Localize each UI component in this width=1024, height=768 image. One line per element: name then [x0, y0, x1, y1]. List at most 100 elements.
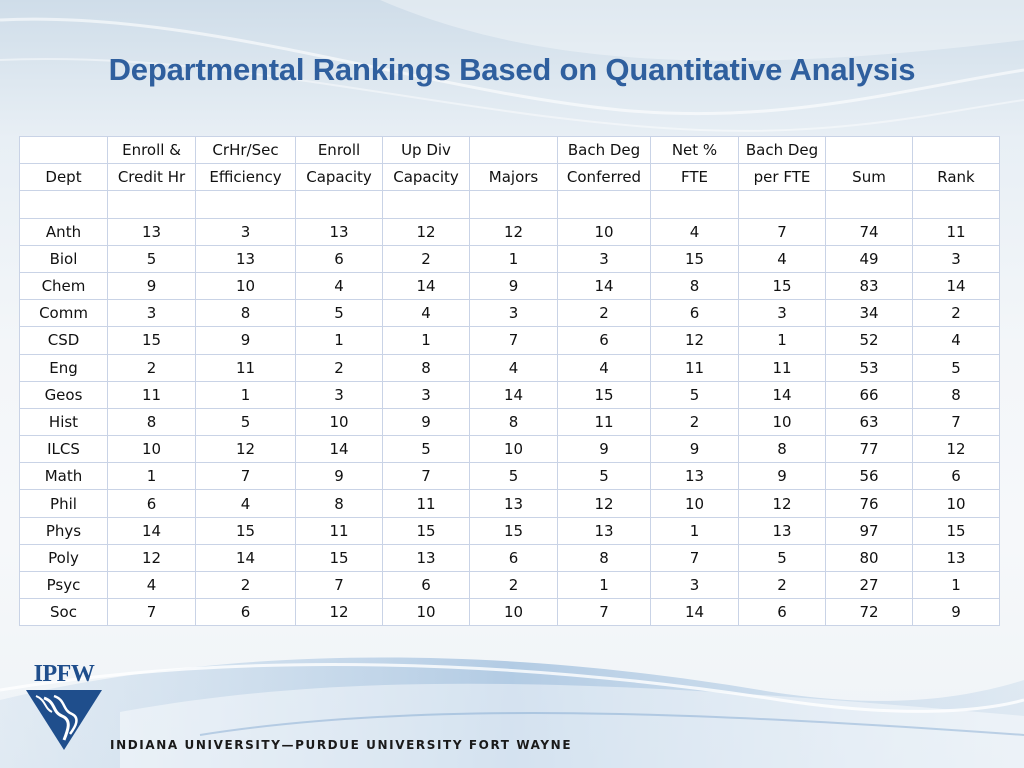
rank-value-cell: 4: [195, 489, 296, 518]
rank-value-cell: 74: [825, 217, 913, 246]
rank-value-cell: 4: [650, 217, 739, 246]
dept-name-cell: Biol: [19, 244, 108, 273]
rank-value-cell: 4: [738, 244, 826, 273]
header-cell: Conferred: [557, 163, 651, 192]
rank-value-cell: 1: [469, 244, 558, 273]
rank-value-cell: 5: [469, 462, 558, 491]
header-cell: Bach Deg: [738, 135, 826, 165]
rank-value-cell: 49: [825, 244, 913, 273]
rank-value-cell: 7: [912, 407, 1000, 437]
header-cell: [19, 135, 108, 165]
rank-value-cell: 3: [738, 299, 826, 328]
rank-value-cell: 1: [107, 462, 196, 491]
rank-value-cell: 6: [382, 570, 470, 600]
rank-value-cell: 14: [469, 380, 558, 409]
rank-value-cell: 13: [382, 543, 470, 573]
table-row: Phil 6 4 8 11 13 12 10 12 76 10: [19, 489, 1000, 518]
rank-value-cell: 15: [107, 326, 196, 355]
header-row-1: Enroll & CrHr/Sec Enroll Up Div Bach Deg…: [19, 135, 1000, 165]
rank-value-cell: 13: [469, 489, 558, 518]
rank-value-cell: 10: [557, 217, 651, 246]
rank-value-cell: 8: [107, 407, 196, 437]
rank-value-cell: 14: [295, 435, 383, 464]
header-cell: [825, 135, 913, 165]
rank-value-cell: 7: [382, 462, 470, 491]
rank-value-cell: 11: [738, 353, 826, 382]
header-cell: [469, 135, 558, 165]
rank-value-cell: 11: [295, 516, 383, 545]
empty-cell: [557, 190, 651, 219]
dept-name-cell: Hist: [19, 407, 108, 437]
rank-value-cell: 4: [912, 326, 1000, 355]
rank-value-cell: 11: [912, 217, 1000, 246]
rank-value-cell: 9: [650, 435, 739, 464]
rank-value-cell: 15: [738, 271, 826, 301]
dept-name-cell: ILCS: [19, 435, 108, 464]
rank-value-cell: 8: [295, 489, 383, 518]
empty-cell: [19, 190, 108, 219]
rank-value-cell: 3: [195, 217, 296, 246]
rank-value-cell: 12: [195, 435, 296, 464]
rank-value-cell: 14: [738, 380, 826, 409]
rankings-table: Enroll & CrHr/Sec Enroll Up Div Bach Deg…: [19, 135, 1000, 627]
rank-value-cell: 15: [557, 380, 651, 409]
rank-value-cell: 4: [382, 299, 470, 328]
university-name: INDIANA UNIVERSITY—PURDUE UNIVERSITY FOR…: [110, 738, 573, 752]
rank-value-cell: 1: [295, 326, 383, 355]
empty-cell: [469, 190, 558, 219]
rank-value-cell: 1: [195, 380, 296, 409]
dept-name-cell: Chem: [19, 271, 108, 301]
rank-value-cell: 6: [650, 299, 739, 328]
rank-value-cell: 7: [650, 543, 739, 573]
rank-value-cell: 5: [107, 244, 196, 273]
empty-cell: [912, 190, 1000, 219]
header-cell: CrHr/Sec: [195, 135, 296, 165]
rank-value-cell: 2: [738, 570, 826, 600]
rank-value-cell: 5: [912, 353, 1000, 382]
rank-value-cell: 11: [650, 353, 739, 382]
table-row: Comm 3 8 5 4 3 2 6 3 34 2: [19, 299, 1000, 328]
table-row: Math 1 7 9 7 5 5 13 9 56 6: [19, 462, 1000, 491]
rank-value-cell: 3: [912, 244, 1000, 273]
dept-name-cell: Phil: [19, 489, 108, 518]
header-cell-dept: Dept: [19, 163, 108, 192]
rank-value-cell: 5: [195, 407, 296, 437]
dept-name-cell: Psyc: [19, 570, 108, 600]
rank-value-cell: 97: [825, 516, 913, 545]
slide-title: Departmental Rankings Based on Quantitat…: [108, 52, 916, 87]
rank-value-cell: 15: [650, 244, 739, 273]
table-row: CSD 15 9 1 1 7 6 12 1 52 4: [19, 326, 1000, 355]
header-cell: Majors: [469, 163, 558, 192]
header-cell: [912, 135, 1000, 165]
rank-value-cell: 15: [912, 516, 1000, 545]
dept-name-cell: CSD: [19, 326, 108, 355]
rank-value-cell: 5: [557, 462, 651, 491]
rank-value-cell: 11: [382, 489, 470, 518]
rank-value-cell: 5: [738, 543, 826, 573]
rank-value-cell: 27: [825, 570, 913, 600]
rank-value-cell: 13: [738, 516, 826, 545]
rank-value-cell: 2: [912, 299, 1000, 328]
header-cell: Capacity: [382, 163, 470, 192]
table-row: Anth 13 3 13 12 12 10 4 7 74 11: [19, 217, 1000, 246]
rank-value-cell: 12: [469, 217, 558, 246]
table-row: Hist 8 5 10 9 8 11 2 10 63 7: [19, 407, 1000, 437]
rank-value-cell: 8: [912, 380, 1000, 409]
rank-value-cell: 8: [195, 299, 296, 328]
table-row: Soc 7 6 12 10 10 7 14 6 72 9: [19, 598, 1000, 627]
header-cell: Enroll: [295, 135, 383, 165]
rank-value-cell: 1: [557, 570, 651, 600]
rank-value-cell: 3: [382, 380, 470, 409]
rank-value-cell: 63: [825, 407, 913, 437]
header-cell: Enroll &: [107, 135, 196, 165]
rank-value-cell: 13: [650, 462, 739, 491]
header-cell: Up Div: [382, 135, 470, 165]
rank-value-cell: 12: [738, 489, 826, 518]
spacer-row: [19, 190, 1000, 219]
rank-value-cell: 6: [295, 244, 383, 273]
rank-value-cell: 53: [825, 353, 913, 382]
rank-value-cell: 5: [295, 299, 383, 328]
dept-name-cell: Phys: [19, 516, 108, 545]
rank-value-cell: 10: [107, 435, 196, 464]
rank-value-cell: 2: [650, 407, 739, 437]
